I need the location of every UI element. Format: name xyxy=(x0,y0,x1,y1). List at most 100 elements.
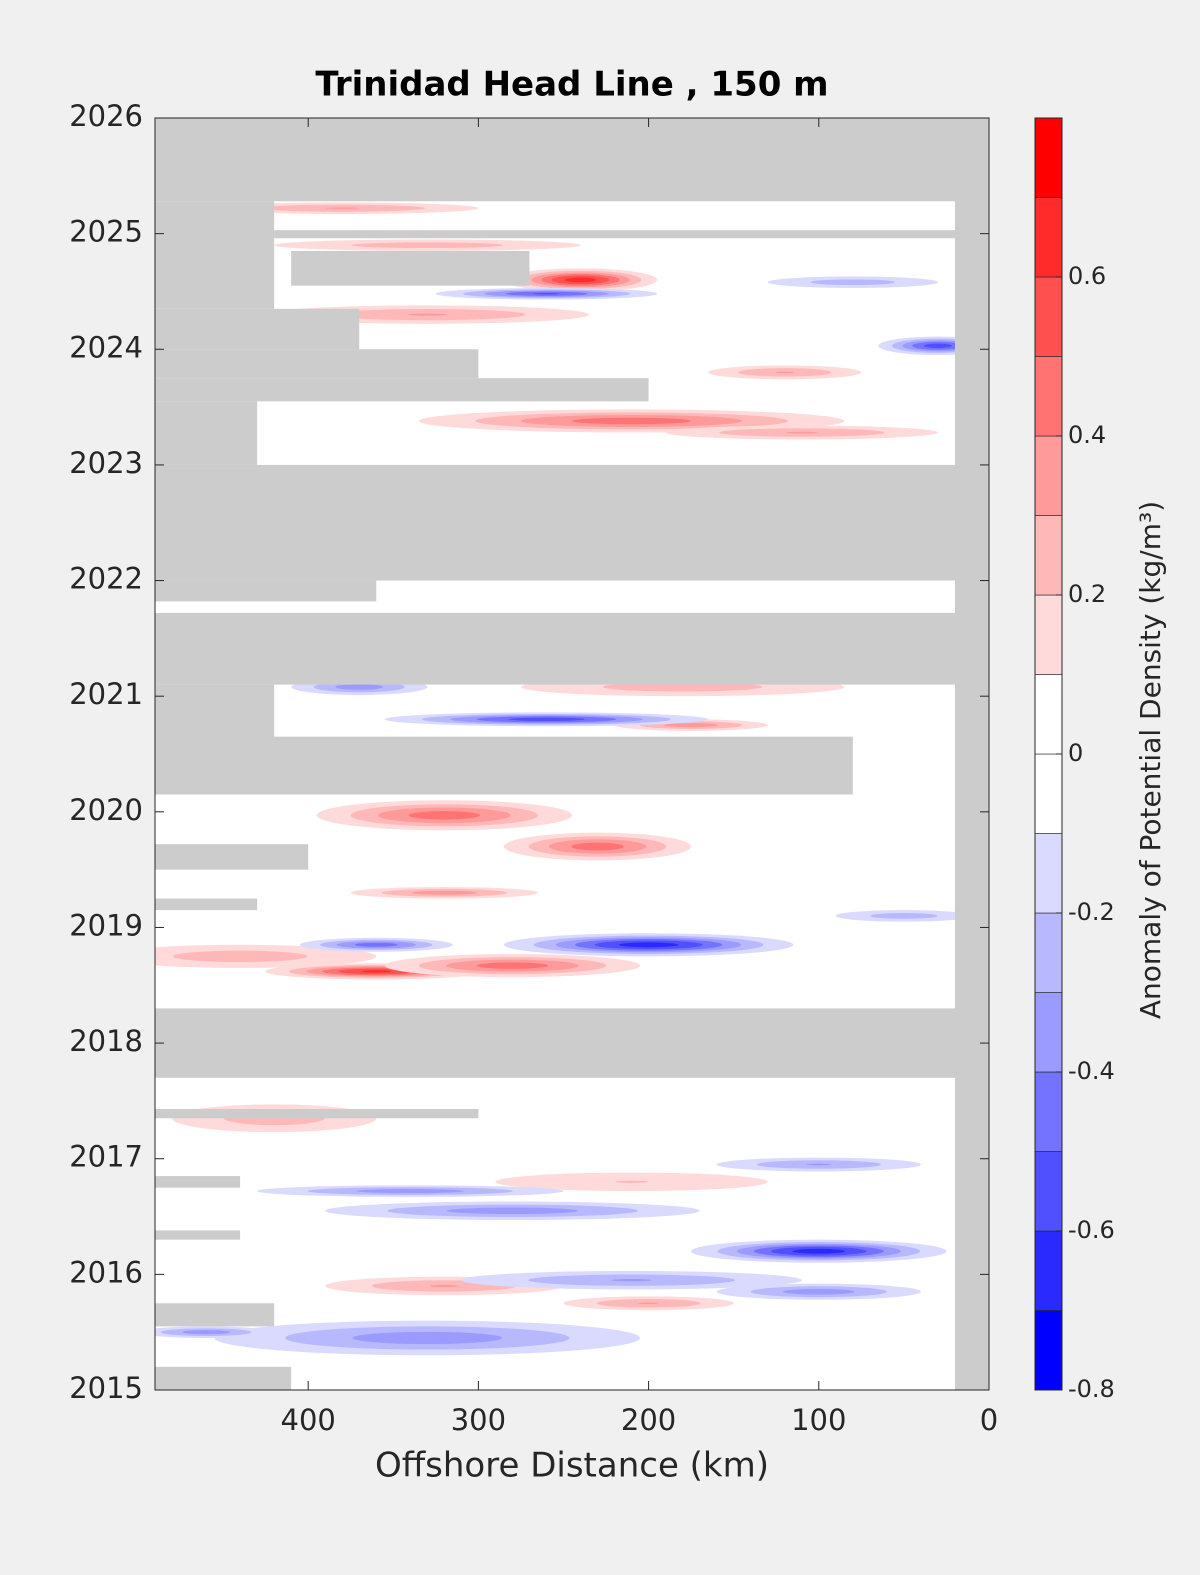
axes: 400 300 200 100 0 2015 2016 2017 2018 2019 2020 202… xyxy=(69,99,1115,1437)
anomaly-feature xyxy=(418,409,845,433)
contour-band xyxy=(618,942,679,948)
y-tick-label: 2020 xyxy=(69,793,143,827)
colorbar-label: Anomaly of Potential Density (kg/m³) xyxy=(1134,501,1167,1019)
contour-band xyxy=(615,1180,648,1183)
colorbar-band xyxy=(1034,594,1063,675)
no-data-region xyxy=(274,230,955,239)
anomaly-feature xyxy=(503,832,692,861)
contour-band xyxy=(806,1163,832,1166)
x-tick-label: 300 xyxy=(451,1403,506,1437)
colorbar-tick-label: -0.2 xyxy=(1068,898,1115,926)
anomaly-feature xyxy=(257,1185,564,1197)
contour-band xyxy=(785,431,819,434)
no-data-region xyxy=(155,898,258,911)
no-data-region xyxy=(155,1230,241,1240)
contour-band xyxy=(775,371,794,374)
contour-band xyxy=(571,842,624,851)
contour-band xyxy=(351,242,503,249)
contour-band xyxy=(354,942,398,947)
contour-band xyxy=(172,950,308,963)
no-data-region xyxy=(155,349,479,379)
anomaly-feature xyxy=(274,239,581,251)
colorbar-tick-label: -0.8 xyxy=(1068,1375,1115,1403)
no-data-region xyxy=(155,401,258,465)
no-data-region xyxy=(155,736,853,795)
colorbar-band xyxy=(1034,276,1063,357)
chart-title: Trinidad Head Line , 150 m xyxy=(315,65,828,105)
y-tick-label: 2019 xyxy=(69,908,143,942)
anomaly-feature xyxy=(665,425,938,440)
contour-band xyxy=(782,1288,855,1295)
colorbar-tick-label: 0.6 xyxy=(1068,262,1106,290)
colorbar-band xyxy=(1034,1310,1063,1391)
contour-band xyxy=(923,343,953,348)
contour-band xyxy=(792,1248,846,1254)
y-tick-label: 2022 xyxy=(69,562,143,596)
colorbar-band xyxy=(1034,833,1063,914)
y-tick-label: 2025 xyxy=(69,215,143,249)
contour-band xyxy=(810,279,895,286)
contour-band xyxy=(664,723,719,728)
anomaly-feature xyxy=(214,1320,641,1356)
no-data-region xyxy=(155,1008,989,1078)
y-tick-label: 2024 xyxy=(69,330,143,364)
x-axis-label: Offshore Distance (km) xyxy=(375,1446,769,1486)
contour-band xyxy=(407,313,447,316)
no-data-region xyxy=(155,684,275,743)
no-data-region xyxy=(155,464,989,581)
contour-band xyxy=(361,970,392,973)
contour-band xyxy=(602,682,763,692)
y-tick-label: 2026 xyxy=(69,99,143,133)
no-data-region xyxy=(155,308,360,350)
contour-band xyxy=(564,277,597,283)
anomaly-feature xyxy=(716,1157,921,1172)
contour-band xyxy=(411,890,478,895)
no-data-region xyxy=(954,118,989,1390)
colorbar-band xyxy=(1034,912,1063,993)
no-data-region xyxy=(155,1303,275,1327)
no-data-region xyxy=(155,1176,241,1188)
no-data-region xyxy=(155,1109,479,1119)
plot-frame xyxy=(154,117,990,1391)
colorbar-band xyxy=(1034,117,1063,198)
anomaly-feature xyxy=(384,954,641,978)
no-data-region xyxy=(155,201,275,309)
colorbar-band xyxy=(1034,1151,1063,1232)
no-data-region xyxy=(155,612,989,685)
anomaly-feature xyxy=(384,712,709,727)
anomaly-feature xyxy=(155,1326,275,1338)
x-tick-label: 0 xyxy=(980,1403,998,1437)
x-tick-label: 200 xyxy=(621,1403,676,1437)
contour-band xyxy=(446,1207,579,1215)
anomaly-feature xyxy=(716,1283,921,1300)
contour-band xyxy=(182,1330,230,1335)
anomaly-feature xyxy=(503,933,794,957)
anomaly-feature xyxy=(563,1296,734,1311)
anomaly-feature xyxy=(461,1270,802,1290)
y-tick-label: 2021 xyxy=(69,677,143,711)
no-data-region xyxy=(155,580,377,602)
contour-band xyxy=(611,1279,652,1282)
field xyxy=(155,118,989,1390)
anomaly-feature xyxy=(691,1239,947,1263)
y-tick-label: 2017 xyxy=(69,1140,143,1174)
x-tick-label: 400 xyxy=(281,1403,336,1437)
anomaly-feature xyxy=(767,276,938,288)
colorbar-band xyxy=(1034,435,1063,516)
contour-band xyxy=(870,913,938,919)
anomaly-feature xyxy=(835,910,972,922)
anomaly-feature xyxy=(503,268,658,292)
contour-band xyxy=(476,962,549,969)
contour-band xyxy=(335,684,384,690)
anomaly-feature xyxy=(495,1172,768,1192)
contour-band xyxy=(533,293,560,295)
anomaly-feature xyxy=(299,937,453,952)
y-tick-label: 2015 xyxy=(69,1371,143,1405)
no-data-region xyxy=(291,250,530,286)
colorbar-band xyxy=(1034,674,1063,755)
colorbar-band xyxy=(1034,356,1063,437)
colorbar-tick-label: 0.4 xyxy=(1068,421,1106,449)
colorbar-band xyxy=(1034,753,1063,834)
colorbar-band xyxy=(1034,1230,1063,1311)
